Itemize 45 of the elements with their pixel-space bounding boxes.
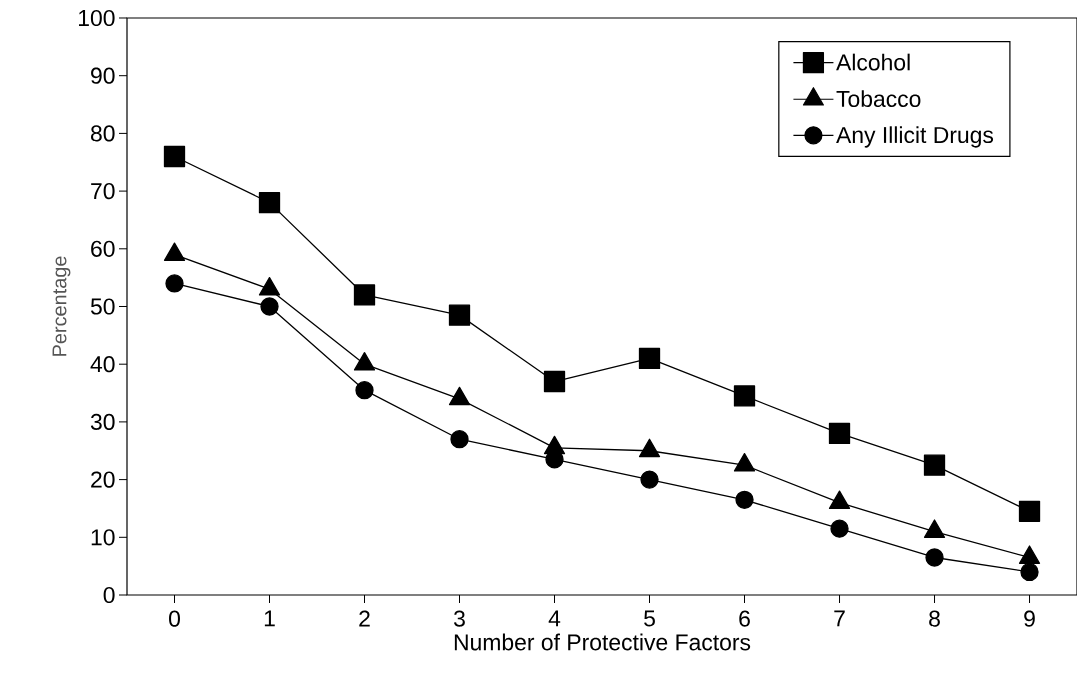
y-tick-label: 40 [90, 356, 115, 373]
x-axis-title: Number of Protective Factors [454, 633, 751, 651]
x-tick-label: 5 [644, 610, 655, 627]
legend-label: Tobacco [836, 90, 921, 108]
x-tick-label: 8 [929, 610, 940, 627]
x-tick-label: 9 [1024, 610, 1035, 627]
y-tick-label: 60 [91, 240, 115, 257]
y-axis-title: Percentage [52, 256, 71, 356]
y-tick-label: 50 [90, 298, 115, 315]
point [260, 297, 279, 316]
y-tick-label: 100 [79, 9, 115, 27]
point [1018, 500, 1041, 522]
point [925, 548, 944, 567]
point [638, 347, 661, 370]
y-tick-label: 80 [90, 125, 115, 142]
x-tick-label: 6 [739, 610, 750, 627]
point [163, 145, 186, 168]
x-tick-label: 0 [169, 610, 180, 627]
point [450, 430, 469, 449]
x-tick-label: 3 [454, 610, 465, 627]
point [355, 381, 374, 400]
point [735, 490, 754, 509]
point [1020, 562, 1039, 582]
y-tick-label: 70 [91, 182, 115, 200]
x-tick-label: 1 [264, 610, 275, 627]
y-tick-label: 30 [90, 413, 115, 430]
y-tick-label: 0 [103, 586, 115, 604]
point [828, 422, 851, 445]
point [258, 191, 281, 214]
point [923, 454, 946, 476]
point [353, 284, 376, 306]
legend-label: Alcohol [836, 53, 910, 71]
point [543, 370, 566, 393]
y-tick-label: 10 [91, 529, 115, 546]
y-tick-label: 20 [91, 471, 115, 488]
point [830, 519, 849, 538]
legend-label: Any Illicit Drugs [836, 126, 994, 148]
point [640, 470, 659, 489]
x-tick-label: 4 [548, 610, 561, 627]
point [165, 274, 184, 293]
point [733, 385, 756, 407]
x-tick-label: 7 [834, 610, 845, 627]
y-tick-label: 90 [91, 67, 115, 84]
x-tick-label: 2 [359, 610, 370, 627]
point [448, 304, 471, 326]
